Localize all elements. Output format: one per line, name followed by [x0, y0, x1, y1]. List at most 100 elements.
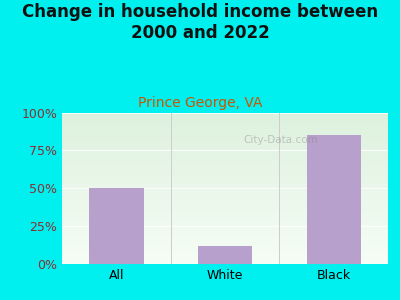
Bar [62, 175, 388, 176]
Bar [62, 194, 388, 196]
Bar [62, 182, 388, 184]
Bar [62, 222, 388, 223]
Bar [62, 166, 388, 167]
Bar [62, 123, 388, 124]
Bar [62, 258, 388, 260]
Bar [62, 250, 388, 252]
Bar [62, 131, 388, 132]
Bar [62, 197, 388, 199]
Bar [62, 218, 388, 220]
Bar [62, 152, 388, 153]
Text: Prince George, VA: Prince George, VA [138, 95, 262, 110]
Bar [62, 244, 388, 246]
Bar [62, 205, 388, 206]
Bar [62, 260, 388, 261]
Bar [62, 252, 388, 254]
Bar [62, 158, 388, 160]
Bar [62, 188, 388, 190]
Bar [62, 135, 388, 137]
Bar [62, 231, 388, 232]
Bar [62, 170, 388, 172]
Bar [62, 143, 388, 144]
Bar [62, 196, 388, 197]
Bar [62, 234, 388, 235]
Bar [62, 225, 388, 226]
Bar [62, 147, 388, 149]
Bar [62, 262, 388, 264]
Bar [62, 235, 388, 237]
Bar [62, 214, 388, 215]
Bar [62, 149, 388, 150]
Bar [62, 243, 388, 244]
Bar [62, 256, 388, 258]
Bar [62, 215, 388, 217]
Bar [62, 237, 388, 238]
Bar [62, 211, 388, 212]
Bar [62, 160, 388, 161]
Bar [62, 261, 388, 262]
Bar [62, 122, 388, 123]
Bar [62, 118, 388, 120]
Bar [62, 255, 388, 256]
Bar [62, 129, 388, 131]
Bar [62, 206, 388, 208]
Bar [62, 179, 388, 181]
Bar [62, 132, 388, 134]
Bar [62, 200, 388, 202]
Bar [62, 120, 388, 122]
Bar [62, 181, 388, 182]
Bar [62, 146, 388, 147]
Bar [62, 178, 388, 179]
Bar [62, 217, 388, 218]
Bar [62, 212, 388, 214]
Bar [62, 199, 388, 200]
Bar [89, 188, 144, 264]
Bar [62, 187, 388, 188]
Bar [62, 249, 388, 250]
Bar [62, 241, 388, 243]
Bar [198, 246, 252, 264]
Bar [62, 228, 388, 229]
Bar [62, 184, 388, 185]
Bar [62, 254, 388, 255]
Bar [62, 153, 388, 155]
Bar [62, 141, 388, 143]
Bar [62, 203, 388, 205]
Bar [62, 134, 388, 135]
Bar [62, 247, 388, 249]
Bar [62, 238, 388, 240]
Bar [62, 155, 388, 156]
Bar [62, 202, 388, 203]
Bar [62, 220, 388, 222]
Text: City-Data.com: City-Data.com [243, 135, 318, 145]
Bar [62, 240, 388, 241]
Bar [62, 167, 388, 169]
Bar [62, 172, 388, 173]
Bar [62, 116, 388, 117]
Bar [62, 169, 388, 170]
Bar [62, 144, 388, 146]
Bar [62, 208, 388, 209]
Bar [62, 193, 388, 194]
Bar [62, 173, 388, 175]
Bar [62, 137, 388, 138]
Bar [62, 209, 388, 211]
Bar [62, 161, 388, 163]
Bar [62, 232, 388, 234]
Bar [62, 223, 388, 225]
Bar [62, 112, 388, 114]
Bar [62, 185, 388, 187]
Bar [306, 135, 361, 264]
Bar [62, 246, 388, 247]
Bar [62, 128, 388, 129]
Bar [62, 163, 388, 164]
Bar [62, 190, 388, 191]
Text: Change in household income between
2000 and 2022: Change in household income between 2000 … [22, 3, 378, 42]
Bar [62, 126, 388, 128]
Bar [62, 124, 388, 126]
Bar [62, 150, 388, 152]
Bar [62, 138, 388, 140]
Bar [62, 140, 388, 141]
Bar [62, 156, 388, 158]
Bar [62, 114, 388, 116]
